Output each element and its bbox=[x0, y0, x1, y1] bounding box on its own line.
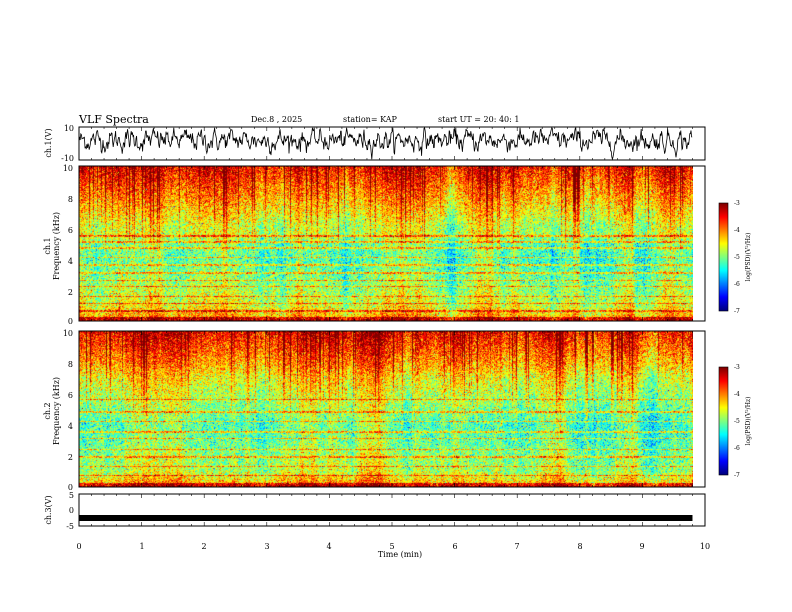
ch1-waveform-ylabel: ch.1(V) bbox=[44, 128, 53, 157]
ch1-cbar-tick: -4 bbox=[734, 227, 740, 234]
ch1-waveform-frame bbox=[78, 126, 706, 161]
ch2-spectrogram-panel: 0 2 4 6 8 10 ch.2 Frequency (kHz) -3 -4 … bbox=[43, 329, 752, 492]
x-tick-label: 1 bbox=[139, 542, 144, 551]
ch1-freq-tick: 0 bbox=[68, 317, 73, 326]
x-tick-label: 10 bbox=[700, 542, 710, 551]
ch3-waveform-ylabel: ch.3(V) bbox=[44, 495, 53, 524]
x-tick-label: 7 bbox=[514, 542, 519, 551]
ch1-cbar-tick: -5 bbox=[734, 254, 740, 261]
ch2-freq-tick: 0 bbox=[68, 483, 73, 492]
ch1-freq-tick: 8 bbox=[68, 195, 73, 204]
ch3-ytick: 5 bbox=[69, 491, 74, 500]
ch2-freq-tick: 2 bbox=[68, 453, 73, 462]
station-label: station= KAP bbox=[343, 115, 398, 124]
ch2-colorbar-wrapper bbox=[719, 367, 728, 475]
ch1-cbar-tick: -7 bbox=[734, 308, 740, 315]
x-tick-label: 5 bbox=[389, 542, 394, 551]
ch1-freq-tick: 2 bbox=[68, 288, 73, 297]
x-tick-label: 2 bbox=[201, 542, 206, 551]
ch1-colorbar bbox=[719, 203, 728, 311]
ch2-colorbar bbox=[719, 367, 728, 475]
ch2-colorbar-label: log(PSD)(V²/Hz) bbox=[745, 397, 752, 446]
ch1-waveform-panel: 10 -10 ch.1(V) bbox=[44, 124, 706, 163]
ch2-colorbar-frame bbox=[718, 366, 729, 476]
x-tick-label: 0 bbox=[76, 542, 81, 551]
ch2-freq-ylabel-line1: ch.2 bbox=[43, 402, 52, 419]
ch3-waveform-ticks bbox=[78, 494, 706, 526]
figure-title: VLF Spectra bbox=[78, 113, 149, 126]
ch3-waveform-frame bbox=[78, 493, 706, 527]
ch1-spectrogram-panel: 0 2 4 6 8 10 ch.1 Frequency (kHz) -3 -4 … bbox=[43, 164, 752, 326]
ch1-freq-tick-labels: 0 2 4 6 8 10 bbox=[63, 164, 73, 326]
x-tick-label: 4 bbox=[326, 542, 331, 551]
x-tick-label: 9 bbox=[639, 542, 644, 551]
ch2-spectrogram-image bbox=[79, 331, 693, 487]
start-ut-label: start UT = 20: 40: 1 bbox=[438, 115, 519, 124]
ch1-spectrogram-image bbox=[79, 166, 693, 321]
ch1-freq-ylabel-line1: ch.1 bbox=[43, 237, 52, 254]
ch2-cbar-tick: -4 bbox=[734, 391, 740, 398]
ch2-cbar-tick: -6 bbox=[734, 445, 740, 452]
ch1-freq-ylabel-line2: Frequency (kHz) bbox=[52, 212, 61, 280]
ch1-ytick-top: 10 bbox=[64, 124, 74, 133]
ch1-freq-tick: 6 bbox=[68, 226, 73, 235]
ch1-spectrogram-image-wrapper bbox=[79, 166, 693, 321]
ch3-waveform-line bbox=[79, 515, 693, 521]
ch1-freq-tick: 4 bbox=[68, 257, 73, 266]
ch1-freq-tick: 10 bbox=[63, 164, 73, 173]
x-axis-label: Time (min) bbox=[378, 550, 422, 559]
x-tick-label: 8 bbox=[577, 542, 582, 551]
ch2-freq-ylabel-line2: Frequency (kHz) bbox=[52, 377, 61, 445]
ch1-spectrogram-ticks bbox=[78, 166, 706, 321]
ch1-waveform-ticks bbox=[78, 127, 706, 160]
date-label: Dec.8 , 2025 bbox=[251, 115, 302, 124]
ch1-cbar-tick: -3 bbox=[734, 200, 740, 207]
ch2-cbar-tick: -5 bbox=[734, 418, 740, 425]
ch1-colorbar-label: log(PSD)(V²/Hz) bbox=[745, 233, 752, 282]
ch1-waveform-line bbox=[78, 126, 693, 161]
ch2-cbar-tick: -7 bbox=[734, 472, 740, 479]
x-tick-label: 3 bbox=[264, 542, 269, 551]
ch3-ytick: -5 bbox=[66, 522, 74, 531]
ch2-freq-tick: 10 bbox=[63, 329, 73, 338]
x-tick-label: 6 bbox=[452, 542, 457, 551]
ch1-colorbar-wrapper bbox=[719, 203, 728, 311]
ch2-freq-tick: 6 bbox=[68, 391, 73, 400]
x-axis: 0 1 2 3 4 5 6 7 8 9 10 Time (min) bbox=[76, 542, 710, 559]
ch3-waveform-panel: 5 0 -5 ch.3(V) bbox=[44, 491, 706, 531]
ch2-cbar-tick: -3 bbox=[734, 364, 740, 371]
ch2-spectrogram-ticks bbox=[78, 331, 706, 487]
ch2-freq-tick-labels: 0 2 4 6 8 10 bbox=[63, 329, 73, 492]
ch1-ytick-bottom: -10 bbox=[61, 154, 74, 163]
ch2-freq-tick: 8 bbox=[68, 360, 73, 369]
ch2-spectrogram-image-wrapper bbox=[79, 331, 693, 487]
ch2-freq-tick: 4 bbox=[68, 422, 73, 431]
ch1-cbar-tick: -6 bbox=[734, 281, 740, 288]
ch3-ytick: 0 bbox=[69, 506, 74, 515]
ch1-colorbar-frame bbox=[718, 202, 729, 312]
